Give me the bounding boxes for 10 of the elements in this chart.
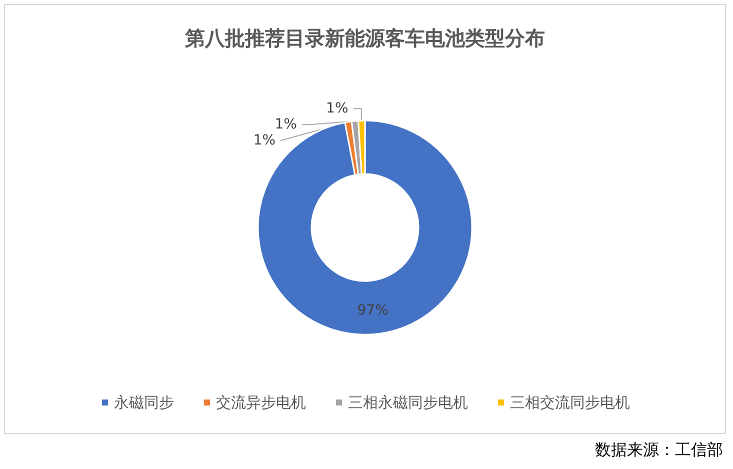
data-label: 1%: [274, 116, 297, 133]
legend-label: 交流异步电机: [216, 394, 306, 412]
data-label: 1%: [253, 132, 276, 149]
legend-label: 永磁同步: [114, 394, 174, 412]
data-label: 1%: [326, 100, 348, 117]
source-note: 数据来源：工信部: [595, 440, 723, 461]
chart-title: 第八批推荐目录新能源客车电池类型分布: [184, 26, 545, 50]
data-label: 97%: [357, 302, 388, 318]
legend-label: 三相永磁同步电机: [348, 394, 468, 412]
legend-label: 三相交流同步电机: [510, 394, 630, 412]
